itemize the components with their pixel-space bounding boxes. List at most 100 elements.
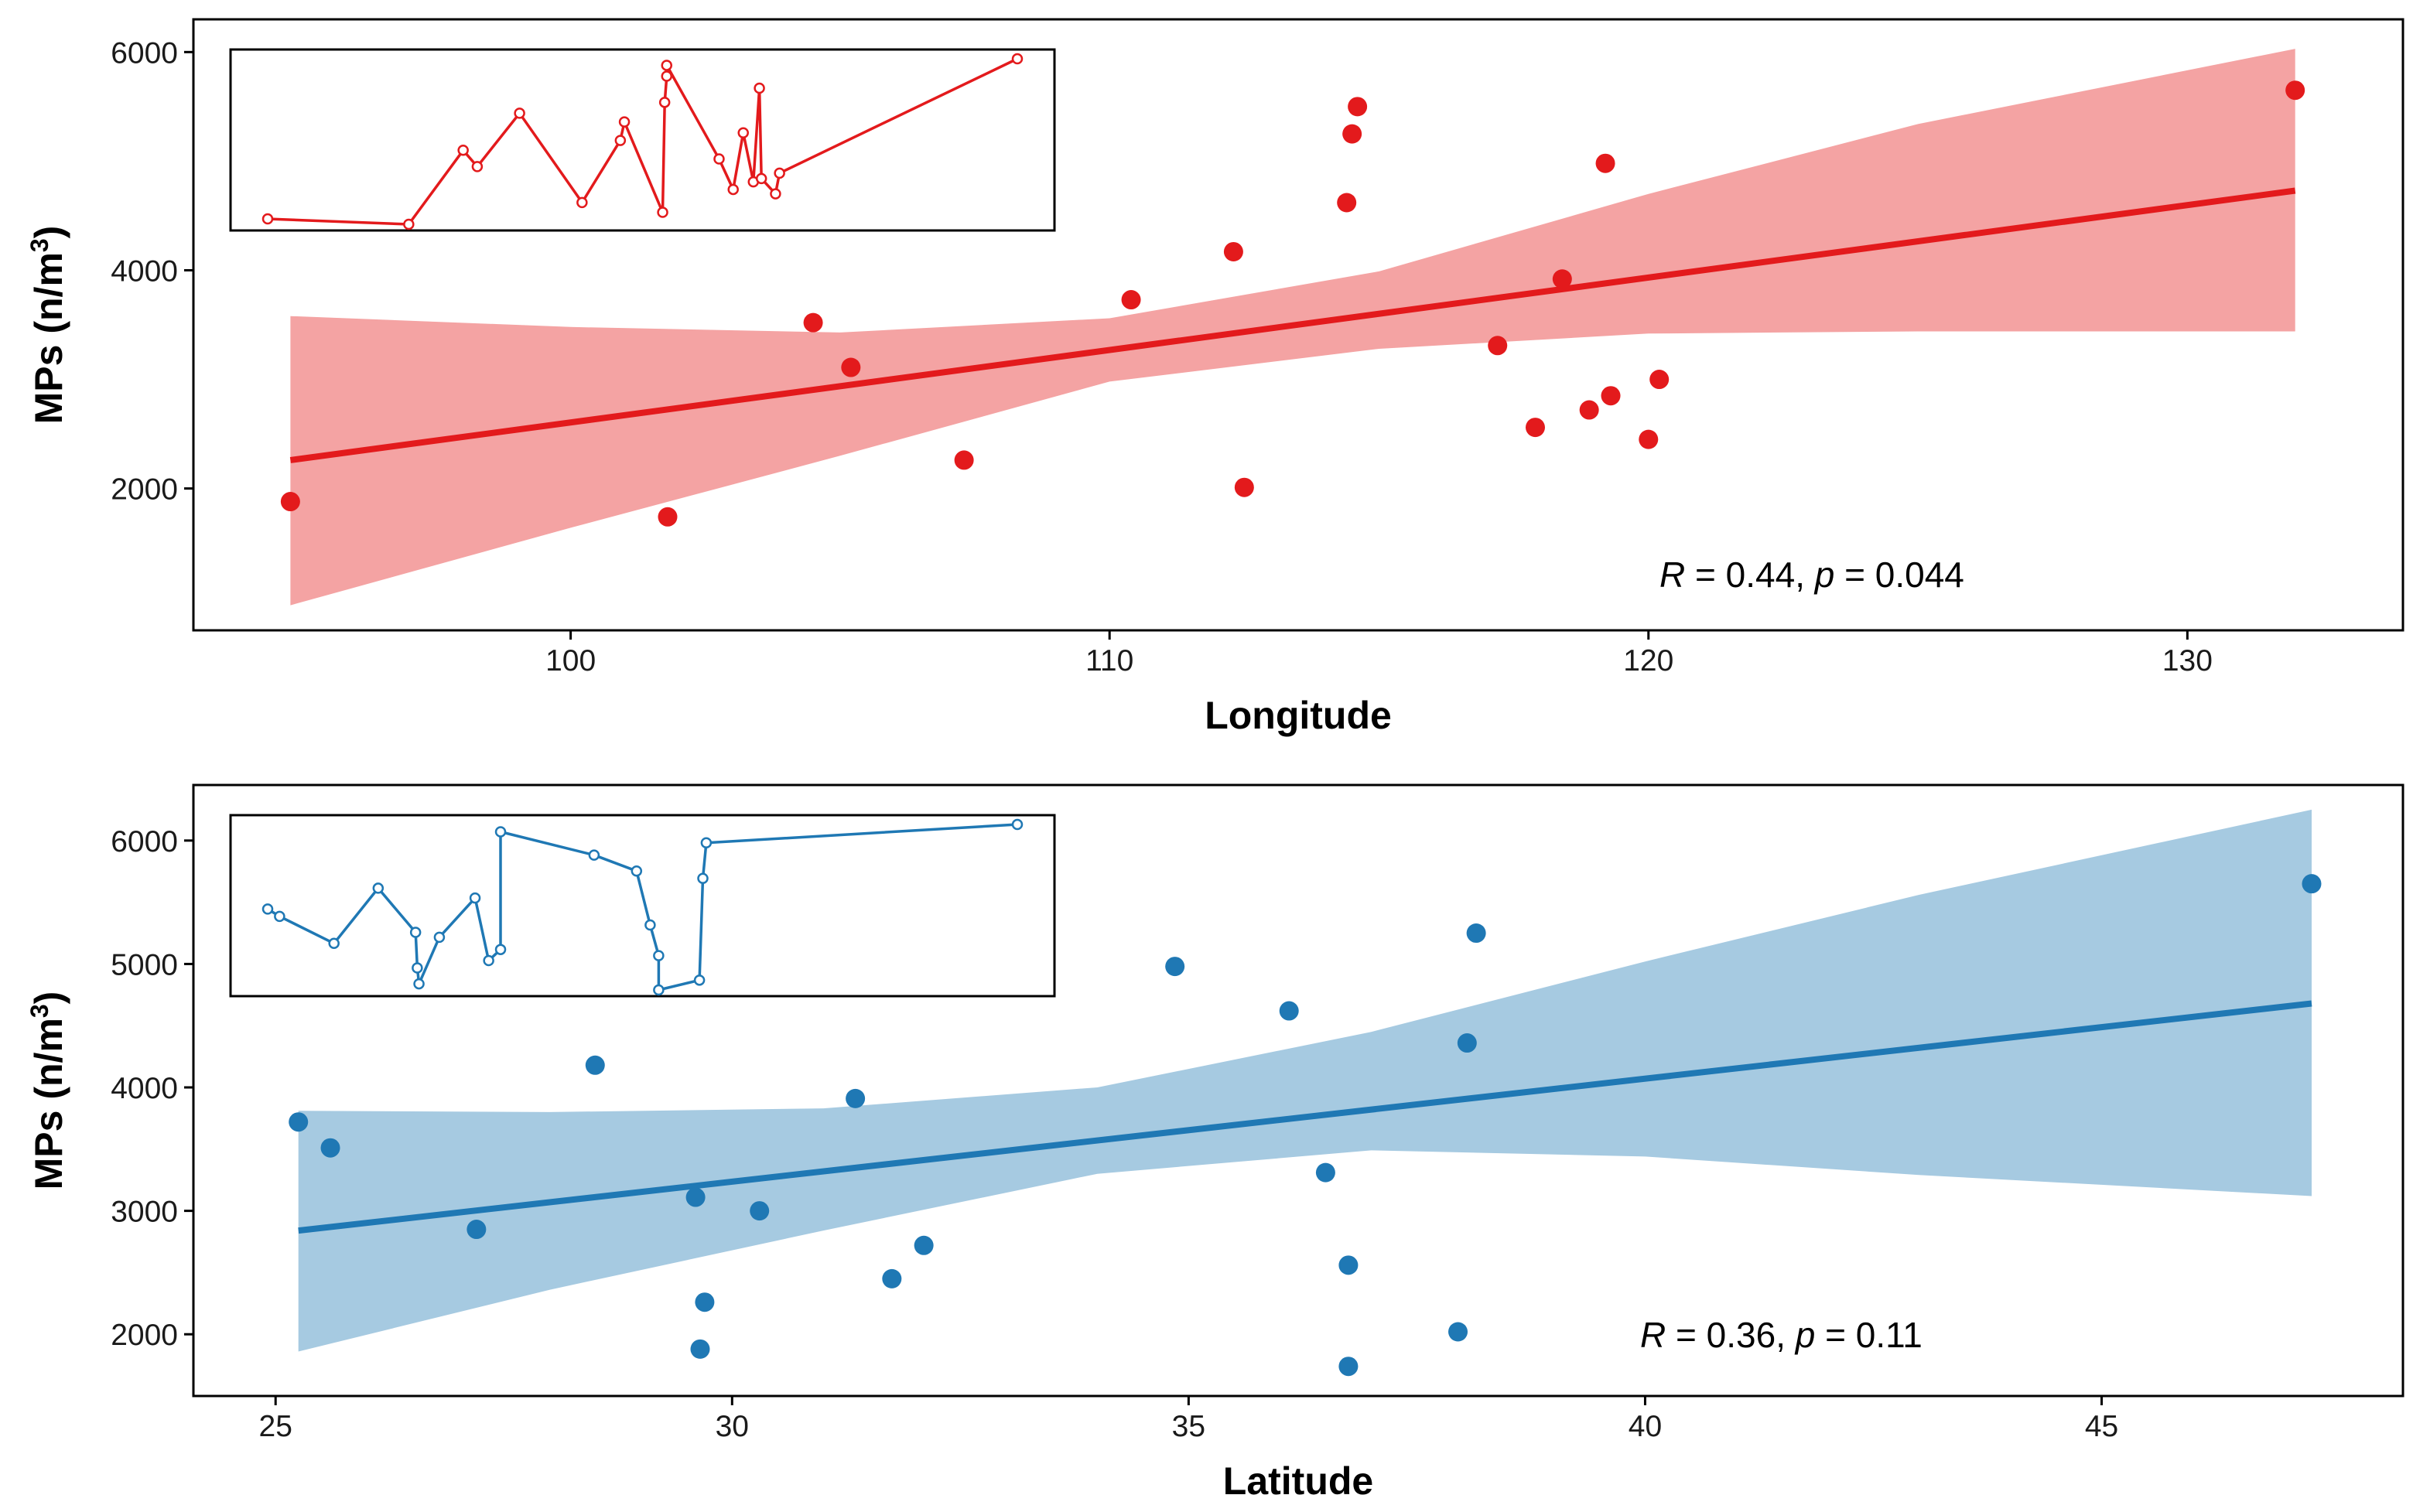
panel-longitude: 100 110 120 130 2000 4000 6000 R = 0.44, p = … xyxy=(26,18,2404,737)
x-tick-label: 40 xyxy=(1629,1410,1662,1443)
inset-point xyxy=(576,196,588,209)
stats-annotation: R = 0.44, p = 0.044 xyxy=(1659,555,1964,595)
data-point xyxy=(1639,429,1659,449)
data-point xyxy=(1466,923,1486,944)
inset-point xyxy=(457,145,469,156)
data-point xyxy=(1488,336,1508,356)
y-ticks-1: 2000 4000 6000 xyxy=(111,36,193,507)
inset-point xyxy=(372,882,385,894)
data-point xyxy=(467,1220,487,1240)
inset-point xyxy=(412,962,423,974)
inset-frame xyxy=(229,814,1056,998)
inset-point xyxy=(261,903,274,915)
data-point xyxy=(1338,1255,1359,1275)
y-tick-label: 4000 xyxy=(111,254,178,288)
data-point xyxy=(846,1088,866,1108)
data-point xyxy=(914,1235,934,1255)
y-axis-title: MPs (n/m3) xyxy=(26,226,70,425)
y-tick-label: 4000 xyxy=(111,1072,178,1105)
data-point xyxy=(841,357,861,377)
inset-point xyxy=(727,183,739,196)
data-point xyxy=(1223,241,1243,261)
data-point xyxy=(695,1292,715,1312)
x-tick-label: 120 xyxy=(1623,644,1673,677)
data-point xyxy=(882,1268,902,1288)
inset-point xyxy=(737,127,749,138)
x-axis-title: Latitude xyxy=(1223,1459,1373,1503)
inset-1 xyxy=(229,48,1056,232)
y-axis-title: MPs (n/m3) xyxy=(26,992,70,1190)
x-tick-label: 25 xyxy=(259,1410,292,1443)
x-axis-title: Longitude xyxy=(1205,694,1392,737)
data-point xyxy=(320,1138,340,1158)
x-tick-label: 30 xyxy=(716,1410,749,1443)
inset-line-layer-1 xyxy=(261,53,1024,230)
inset-point xyxy=(657,206,668,218)
data-point xyxy=(1525,418,1545,438)
data-point xyxy=(1338,1357,1359,1377)
x-tick-label: 130 xyxy=(2162,644,2213,677)
y-ticks-2: 2000 3000 4000 5000 6000 xyxy=(111,825,193,1352)
data-point xyxy=(1457,1033,1477,1053)
data-point xyxy=(280,492,300,512)
plot-frame xyxy=(192,18,2404,632)
inset-point xyxy=(433,931,446,944)
data-point xyxy=(1315,1162,1335,1183)
x-tick-label: 110 xyxy=(1085,644,1133,677)
inset-point xyxy=(697,872,709,884)
y-tick-label: 5000 xyxy=(111,948,178,981)
y-tick-label: 3000 xyxy=(111,1196,178,1229)
data-point xyxy=(1552,269,1572,289)
inset-point xyxy=(413,978,425,990)
data-point xyxy=(2302,874,2322,894)
points-layer-2 xyxy=(289,874,2322,1377)
data-point xyxy=(1649,370,1670,390)
data-point xyxy=(585,1055,605,1075)
inset-point xyxy=(403,218,415,230)
data-point xyxy=(1448,1322,1468,1342)
fit-layer-1 xyxy=(289,187,2296,463)
y-tick-label: 6000 xyxy=(111,825,178,858)
inset-point xyxy=(471,161,484,172)
y-tick-label: 6000 xyxy=(111,36,178,70)
inset-point xyxy=(494,826,507,838)
inset-point xyxy=(328,937,340,950)
fit-layer-2 xyxy=(298,1000,2312,1234)
inset-point xyxy=(514,108,525,119)
data-point xyxy=(1342,124,1362,144)
data-point xyxy=(2285,80,2305,101)
inset-point xyxy=(494,944,507,955)
inset-point xyxy=(700,837,713,849)
inset-point xyxy=(653,950,665,961)
inset-point xyxy=(274,910,285,923)
inset-point xyxy=(713,153,725,165)
data-point xyxy=(1165,957,1185,977)
inset-point xyxy=(653,984,665,996)
inset-point xyxy=(661,60,673,71)
inset-point xyxy=(409,927,422,938)
inset-point xyxy=(770,188,781,200)
y-tick-label: 2000 xyxy=(111,1319,178,1352)
inset-point xyxy=(1011,818,1024,831)
points-layer-1 xyxy=(280,80,2305,527)
inset-point xyxy=(469,892,481,904)
inset-frame xyxy=(229,48,1056,232)
inset-point xyxy=(618,116,631,128)
data-point xyxy=(954,450,974,470)
inset-point xyxy=(588,849,600,861)
band-layer-2 xyxy=(298,809,2312,1352)
x-tick-label: 35 xyxy=(1172,1410,1205,1443)
data-point xyxy=(1601,386,1621,406)
inset-point xyxy=(754,82,765,94)
data-point xyxy=(750,1201,770,1221)
regression-line xyxy=(298,1000,2312,1234)
inset-point xyxy=(693,974,706,986)
confidence-band xyxy=(298,809,2312,1352)
inset-point xyxy=(483,954,494,967)
inset-point xyxy=(614,135,627,146)
data-point xyxy=(658,507,678,527)
stats-annotation: R = 0.36, p = 0.11 xyxy=(1640,1315,1923,1355)
inset-point xyxy=(261,213,274,225)
inset-point xyxy=(755,172,767,185)
inset-point xyxy=(1011,53,1024,65)
